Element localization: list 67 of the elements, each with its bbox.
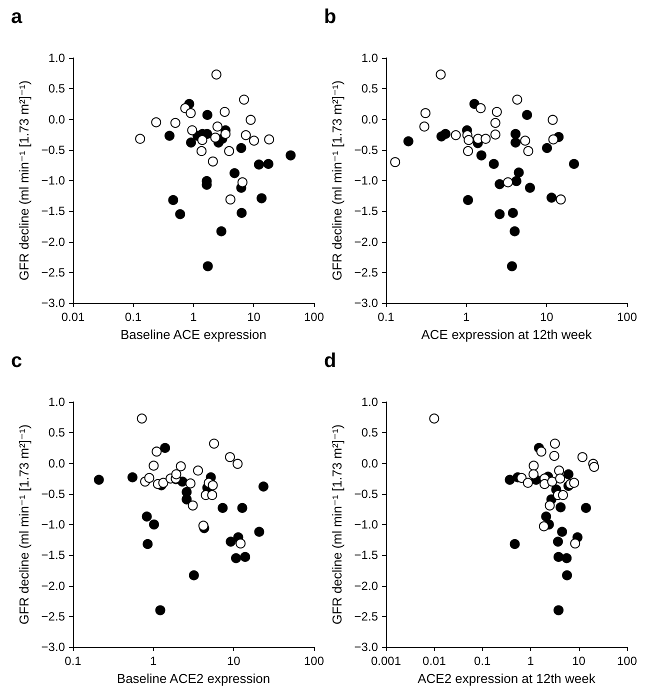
y-tick-label: 0.0: [48, 112, 66, 126]
y-tick-label: −1.0: [41, 174, 66, 188]
x-tick-label: 100: [616, 310, 638, 324]
y-tick-label: −1.5: [41, 548, 66, 562]
y-tick-label: 0.5: [48, 82, 66, 96]
y-tick-label: −0.5: [41, 486, 66, 501]
y-tick-label: 0.5: [48, 426, 66, 440]
y-tick-label: 1.0: [48, 51, 66, 65]
x-tick-label: 100: [304, 654, 324, 668]
y-tick-label: 1.0: [361, 51, 378, 65]
y-axis-title: GFR decline (ml min⁻¹ [1.73 m²]⁻¹): [16, 80, 32, 281]
y-tick-label: 0.0: [48, 456, 66, 470]
y-tick-label: −3.0: [41, 296, 66, 310]
x-axis-title: Baseline ACE expression: [120, 326, 266, 342]
chart-title: a: [11, 6, 23, 28]
y-tick-label: 0.5: [361, 82, 378, 96]
y-axis-title: GFR decline (ml min⁻¹ [1.73 m²]⁻¹): [329, 80, 344, 281]
y-tick-label: −1.0: [354, 518, 378, 532]
y-tick-label: −2.0: [41, 578, 66, 593]
y-tick-label: −1.5: [354, 548, 378, 562]
y-axis-title: GFR decline (ml min⁻¹ [1.73 m²]⁻¹): [329, 424, 344, 625]
x-tick-label: 1: [462, 310, 470, 324]
y-tick-label: −3.0: [41, 640, 66, 654]
x-tick-label: 10: [247, 310, 261, 324]
x-axis-title: Baseline ACE2 expression: [116, 670, 270, 686]
y-tick-label: −2.0: [41, 234, 66, 249]
y-tick-label: −2.5: [41, 265, 66, 280]
y-tick-label: −0.5: [354, 486, 378, 501]
x-tick-label: 10: [226, 654, 241, 668]
y-tick-label: −0.5: [41, 142, 66, 157]
x-tick-label: 0.1: [378, 310, 395, 324]
x-tick-label: 10: [572, 654, 586, 668]
x-tick-label: 1: [150, 654, 157, 668]
y-tick-label: 0.0: [361, 456, 378, 470]
x-tick-label: 100: [616, 654, 638, 668]
y-tick-label: −1.5: [41, 204, 66, 218]
x-tick-label: 0.01: [61, 310, 85, 324]
y-tick-label: −1.5: [354, 204, 378, 218]
x-tick-label: 10: [540, 310, 554, 324]
x-tick-label: 0.1: [474, 654, 492, 668]
y-tick-label: 0.5: [361, 426, 378, 440]
y-tick-label: −2.0: [354, 234, 378, 249]
x-tick-label: 100: [304, 310, 324, 324]
x-tick-label: 1: [527, 654, 534, 668]
y-tick-label: 1.0: [48, 395, 66, 409]
x-axis-title: ACE expression at 12th week: [421, 326, 592, 342]
y-axis-title: GFR decline (ml min⁻¹ [1.73 m²]⁻¹): [16, 424, 32, 625]
x-tick-label: 1: [190, 310, 198, 324]
chart-title: d: [324, 350, 336, 372]
y-tick-label: −2.5: [354, 609, 378, 624]
x-tick-label: 0.1: [64, 654, 82, 668]
y-tick-label: 1.0: [361, 395, 378, 409]
y-tick-label: −1.0: [41, 518, 66, 532]
y-tick-label: 0.0: [361, 112, 378, 126]
y-tick-label: −3.0: [354, 640, 378, 654]
y-tick-label: −2.5: [354, 265, 378, 280]
chart-title: c: [11, 350, 22, 372]
x-tick-label: 0.1: [124, 310, 142, 324]
x-axis-title: ACE2 expression at 12th week: [418, 670, 596, 686]
x-tick-label: 0.01: [422, 654, 446, 668]
chart-title: b: [324, 6, 336, 28]
y-tick-label: −2.0: [354, 578, 378, 593]
y-tick-label: −0.5: [354, 142, 378, 157]
y-tick-label: −3.0: [354, 296, 378, 310]
x-tick-label: 0.001: [370, 654, 402, 668]
y-tick-label: −2.5: [41, 609, 66, 624]
y-tick-label: −1.0: [354, 174, 378, 188]
